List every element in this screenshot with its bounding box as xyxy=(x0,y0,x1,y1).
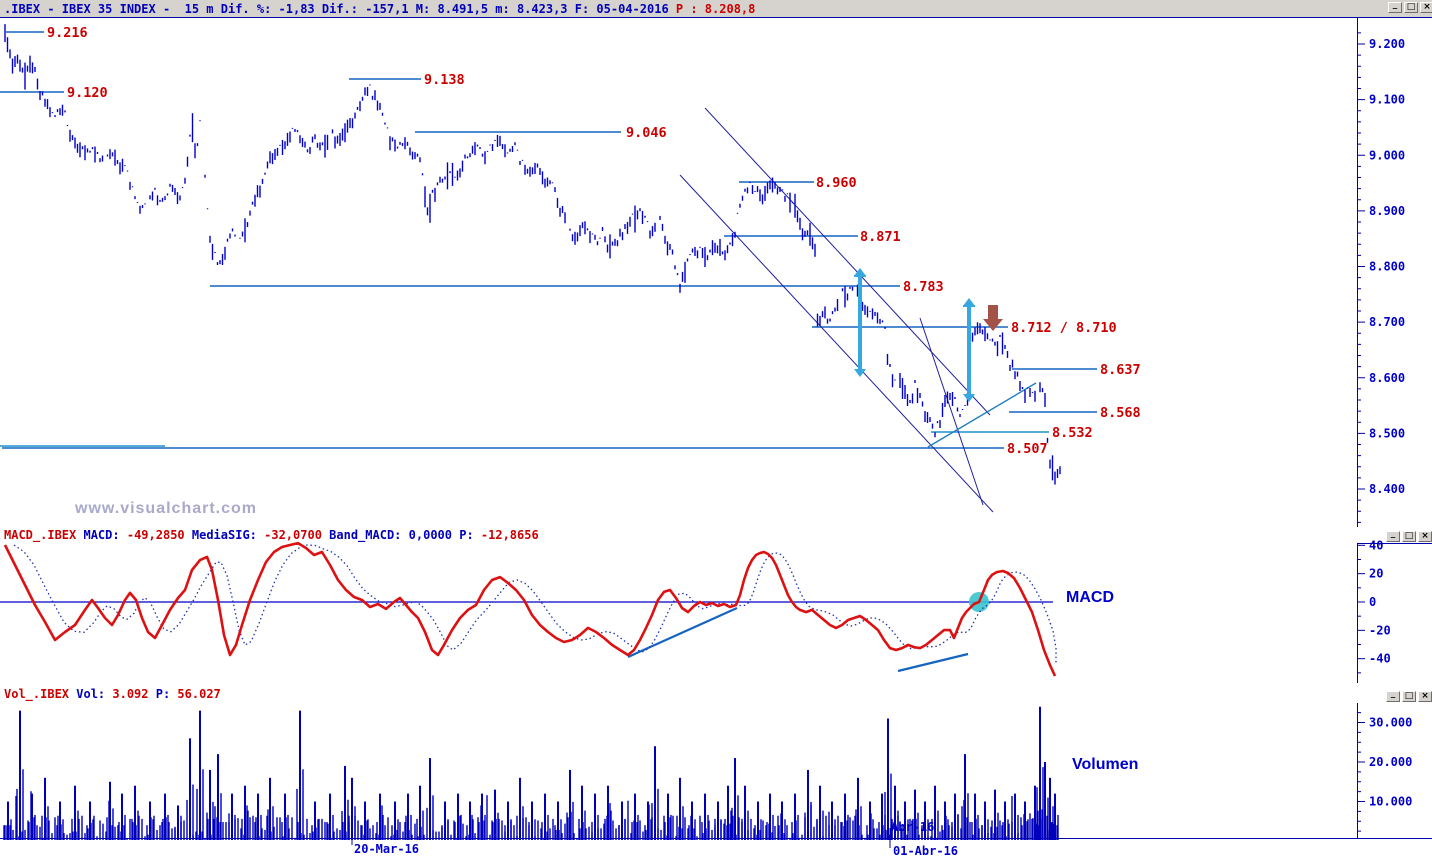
volume-header-segment: Vol: xyxy=(76,687,113,701)
volume-panel-header: Vol_.IBEX Vol: 3.092 P: 56.027 xyxy=(4,687,221,701)
macd-panel-header: MACD_.IBEX MACD: -49,2850 MediaSIG: -32,… xyxy=(4,528,539,542)
macd-line xyxy=(3,541,1057,677)
svg-text:-40: -40 xyxy=(1369,652,1391,666)
minimize-button[interactable]: _ xyxy=(1388,1,1402,13)
volume-header-segment: 3.092 xyxy=(112,687,156,701)
down-arrow xyxy=(983,305,1003,331)
date-label-mar: 20-Mar-16 xyxy=(354,842,420,856)
macd-header-segment: MACD: xyxy=(83,528,127,542)
close-button[interactable]: × xyxy=(1420,2,1432,13)
svg-text:8.600: 8.600 xyxy=(1369,371,1405,385)
price-level-label: 8.871 xyxy=(860,229,901,245)
svg-text:9.200: 9.200 xyxy=(1369,37,1405,51)
titlebar-text: .IBEX - IBEX 35 INDEX - 15 m Dif. %: -1,… xyxy=(4,2,755,16)
price-level-label: 9.046 xyxy=(626,125,667,141)
volume-bar-series xyxy=(3,706,1059,840)
macd-header-segment: -12,8656 xyxy=(480,528,539,542)
svg-text:8.500: 8.500 xyxy=(1369,426,1405,440)
macd-header-segment: -32,0700 xyxy=(264,528,330,542)
price-level-label: 9.120 xyxy=(67,85,108,101)
window-controls-macd: _ □ × xyxy=(1386,530,1432,543)
price-level-lines: 9.216 9.120 9.138 9.046 8.960 8.871 8.783 8.712… xyxy=(0,25,1141,457)
svg-text:20: 20 xyxy=(1369,567,1383,581)
date-label-abr: 01-Abr-16 xyxy=(893,844,959,857)
price-level-label: 8.507 xyxy=(1007,441,1048,457)
price-level-label: 8.568 xyxy=(1100,405,1141,421)
price-level-label: 9.138 xyxy=(424,72,465,88)
minimize-button[interactable]: _ xyxy=(1386,530,1400,542)
price-level-label: 8.532 xyxy=(1052,425,1093,441)
volume-axis: 30.000 20.000 10.000 xyxy=(1357,712,1412,832)
titlebar[interactable]: .IBEX - IBEX 35 INDEX - 15 m Dif. %: -1,… xyxy=(0,0,1432,18)
macd-header-segment: Band_MACD: xyxy=(329,528,409,542)
volume-header-segment: Vol_.IBEX xyxy=(4,687,77,701)
svg-text:0: 0 xyxy=(1369,595,1376,609)
svg-text:8.800: 8.800 xyxy=(1369,260,1405,274)
svg-text:8.900: 8.900 xyxy=(1369,204,1405,218)
macd-header-segment: MediaSIG: xyxy=(191,528,265,542)
svg-text:30.000: 30.000 xyxy=(1369,716,1412,730)
svg-text:9.000: 9.000 xyxy=(1369,148,1405,162)
volume-header-segment: 56.027 xyxy=(177,687,221,701)
svg-text:-20: -20 xyxy=(1369,623,1391,637)
minimize-button[interactable]: _ xyxy=(1386,690,1400,702)
macd-header-segment: 0,0000 xyxy=(408,528,460,542)
maximize-button[interactable]: □ xyxy=(1402,531,1416,542)
price-level-label: 8.712 / 8.710 xyxy=(1011,320,1117,336)
watermark: www.visualchart.com xyxy=(75,500,258,517)
svg-text:10.000: 10.000 xyxy=(1369,795,1412,809)
svg-text:40: 40 xyxy=(1369,538,1383,552)
svg-text:9.100: 9.100 xyxy=(1369,93,1405,107)
window-controls-main: _ □ × xyxy=(1388,1,1432,14)
price-level-label: 9.216 xyxy=(47,25,88,41)
price-axis: 9.200 9.100 9.000 8.900 8.800 8.700 8.600 8.500… xyxy=(1357,32,1405,523)
measure-arrow-1 xyxy=(854,268,866,377)
window-controls-volume: _ □ × xyxy=(1386,690,1432,703)
close-button[interactable]: × xyxy=(1418,531,1432,542)
price-level-label: 8.783 xyxy=(903,279,944,295)
panel-frames xyxy=(0,17,1432,839)
price-trendlines xyxy=(679,107,1037,513)
maximize-button[interactable]: □ xyxy=(1402,691,1416,702)
volume-header-segment: P: xyxy=(155,687,178,701)
macd-header-segment: P: xyxy=(459,528,481,542)
macd-label: MACD xyxy=(1066,589,1114,606)
macd-plot xyxy=(0,541,1057,677)
close-button[interactable]: × xyxy=(1418,691,1432,702)
last-price: P : 8.208,8 xyxy=(675,2,756,16)
macd-header-segment: MACD_.IBEX xyxy=(4,528,84,542)
svg-text:20.000: 20.000 xyxy=(1369,755,1412,769)
svg-text:8.400: 8.400 xyxy=(1369,482,1405,496)
macd-signal-line xyxy=(13,544,1057,664)
svg-text:8.700: 8.700 xyxy=(1369,315,1405,329)
measure-arrow-2 xyxy=(963,298,975,402)
macd-header-segment: -49,2850 xyxy=(126,528,192,542)
instrument-info: .IBEX - IBEX 35 INDEX - 15 m Dif. %: -1,… xyxy=(4,2,676,16)
macd-axis: 40 20 0 -20 -40 xyxy=(1357,538,1391,674)
price-level-label: 8.960 xyxy=(816,175,857,191)
volumen-label: Volumen xyxy=(1072,756,1139,773)
price-level-label: 8.637 xyxy=(1100,362,1141,378)
maximize-button[interactable]: □ xyxy=(1404,2,1418,13)
price-bar-series xyxy=(4,24,1061,485)
